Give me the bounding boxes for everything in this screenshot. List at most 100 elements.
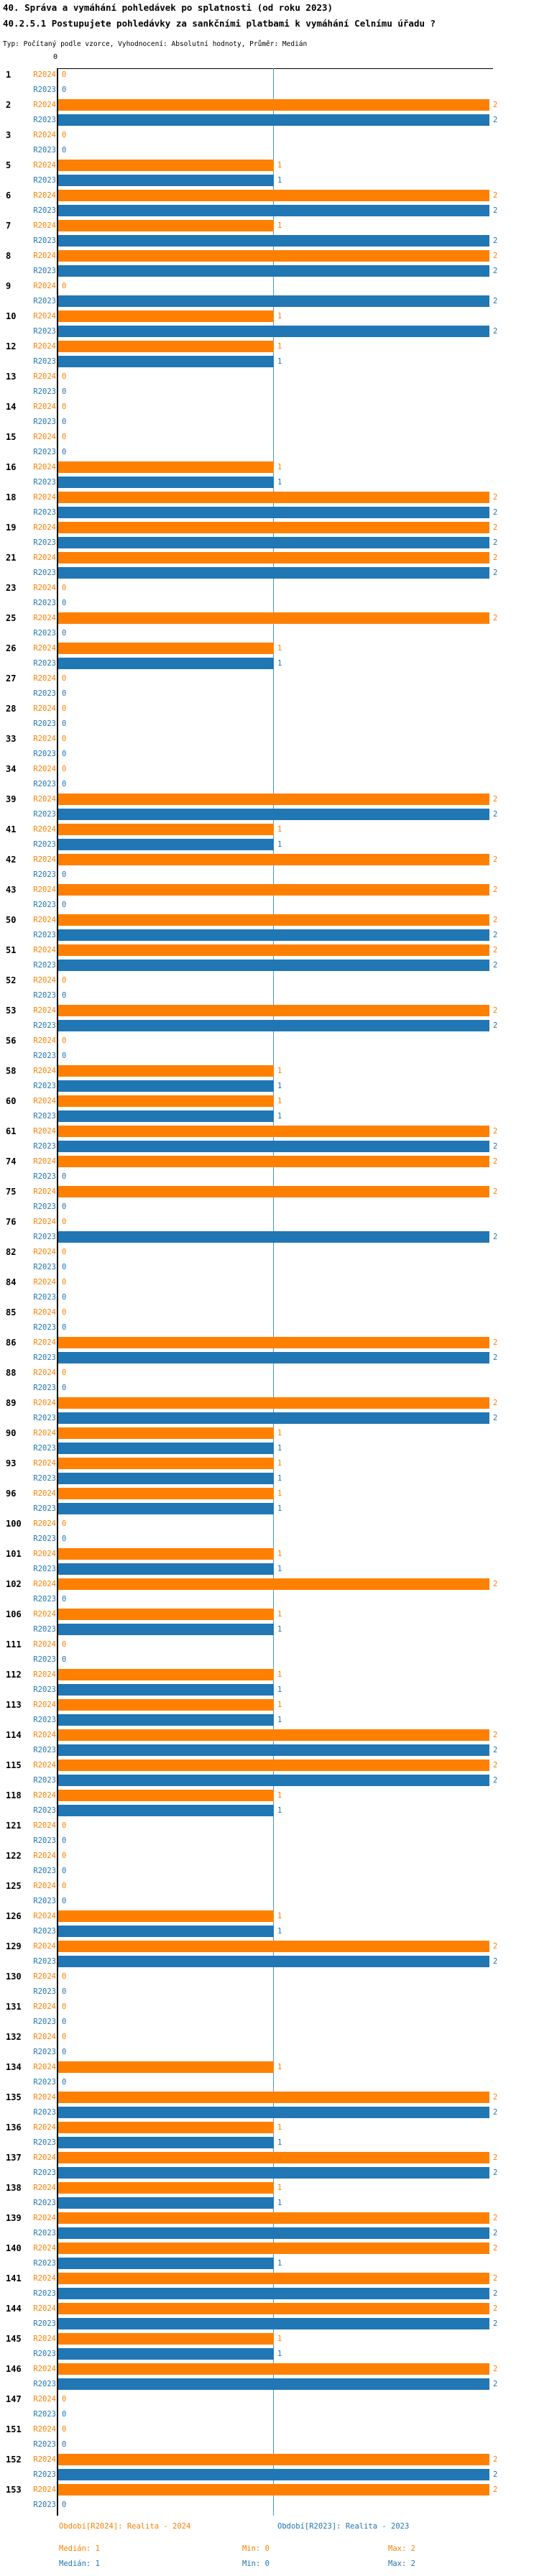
chart-row-14: 14 R2024 0 R2023 0 bbox=[0, 401, 539, 428]
series-label-r2024: R2024 bbox=[33, 2123, 56, 2132]
chart-row-25: 25 R2024 2 R2023 0 bbox=[0, 612, 539, 640]
row-category-label: 3 bbox=[6, 130, 11, 140]
bar-value-r2023: 1 bbox=[277, 1112, 282, 1121]
row-category-label: 34 bbox=[6, 764, 17, 774]
series-label-r2024: R2024 bbox=[33, 1218, 56, 1226]
bar-value-r2023: 0 bbox=[62, 1867, 67, 1875]
chart-row-146: 146 R2024 2 R2023 2 bbox=[0, 2363, 539, 2391]
bar-r2024 bbox=[58, 2152, 489, 2163]
bar-value-r2024: 2 bbox=[493, 886, 498, 894]
bar-value-r2024: 0 bbox=[62, 1519, 67, 1528]
bar-value-r2024: 0 bbox=[62, 372, 67, 381]
bar-value-r2024: 0 bbox=[62, 674, 67, 683]
bar-r2023 bbox=[58, 929, 489, 941]
bar-r2023 bbox=[58, 2258, 274, 2269]
row-category-label: 89 bbox=[6, 1398, 17, 1408]
bar-value-r2023: 0 bbox=[62, 2410, 67, 2419]
bar-value-r2024: 2 bbox=[493, 1338, 498, 1347]
bar-r2023 bbox=[58, 1352, 489, 1363]
row-category-label: 28 bbox=[6, 704, 17, 714]
series-label-r2024: R2024 bbox=[33, 161, 56, 170]
row-category-label: 102 bbox=[6, 1579, 22, 1589]
row-category-label: 132 bbox=[6, 2032, 22, 2042]
row-category-label: 19 bbox=[6, 523, 17, 533]
bar-r2024 bbox=[58, 854, 489, 865]
row-category-label: 15 bbox=[6, 432, 17, 442]
series-label-r2023: R2023 bbox=[33, 1957, 56, 1966]
bar-value-r2024: 0 bbox=[62, 2395, 67, 2404]
stat-r2024-median: Medián: 1 bbox=[59, 2544, 100, 2553]
row-category-label: 90 bbox=[6, 1428, 17, 1438]
series-label-r2024: R2024 bbox=[33, 1761, 56, 1770]
chart-row-7: 7 R2024 1 R2023 2 bbox=[0, 220, 539, 247]
series-label-r2024: R2024 bbox=[33, 1942, 56, 1951]
bar-r2024 bbox=[58, 1910, 274, 1922]
series-label-r2023: R2023 bbox=[33, 1595, 56, 1604]
row-category-label: 10 bbox=[6, 311, 17, 321]
bar-r2024 bbox=[58, 1337, 489, 1348]
series-label-r2024: R2024 bbox=[33, 1278, 56, 1287]
bar-value-r2024: 0 bbox=[62, 1368, 67, 1377]
series-label-r2024: R2024 bbox=[33, 402, 56, 411]
bar-value-r2023: 0 bbox=[62, 1836, 67, 1845]
bar-r2023 bbox=[58, 1624, 274, 1635]
bar-value-r2023: 0 bbox=[62, 1263, 67, 1271]
chart-row-19: 19 R2024 2 R2023 2 bbox=[0, 522, 539, 549]
chart-row-139: 139 R2024 2 R2023 2 bbox=[0, 2212, 539, 2240]
series-label-r2023: R2023 bbox=[33, 1806, 56, 1815]
series-label-r2023: R2023 bbox=[33, 2018, 56, 2026]
row-category-label: 115 bbox=[6, 1760, 22, 1770]
series-label-r2024: R2024 bbox=[33, 2365, 56, 2373]
series-label-r2024: R2024 bbox=[33, 674, 56, 683]
bar-value-r2023: 2 bbox=[493, 116, 498, 124]
bar-value-r2024: 2 bbox=[493, 101, 498, 109]
bar-value-r2023: 1 bbox=[277, 1716, 282, 1724]
chart-row-102: 102 R2024 2 R2023 0 bbox=[0, 1578, 539, 1606]
bar-value-r2024: 2 bbox=[493, 2244, 498, 2253]
bar-r2024 bbox=[58, 1458, 274, 1469]
row-category-label: 43 bbox=[6, 885, 17, 895]
bar-value-r2023: 0 bbox=[62, 719, 67, 728]
bar-value-r2023: 2 bbox=[493, 327, 498, 336]
series-label-r2024: R2024 bbox=[33, 1670, 56, 1679]
bar-value-r2024: 0 bbox=[62, 1972, 67, 1981]
bar-value-r2024: 2 bbox=[493, 2455, 498, 2464]
row-category-label: 137 bbox=[6, 2153, 22, 2163]
series-label-r2024: R2024 bbox=[33, 2063, 56, 2071]
bar-value-r2023: 1 bbox=[277, 1685, 282, 1694]
row-category-label: 96 bbox=[6, 1489, 17, 1499]
row-category-label: 106 bbox=[6, 1609, 22, 1619]
bar-value-r2023: 1 bbox=[277, 1806, 282, 1815]
series-label-r2023: R2023 bbox=[33, 1202, 56, 1211]
bar-value-r2024: 1 bbox=[277, 342, 282, 351]
row-category-label: 39 bbox=[6, 794, 17, 804]
bar-value-r2024: 1 bbox=[277, 463, 282, 472]
bar-value-r2024: 0 bbox=[62, 1821, 67, 1830]
row-category-label: 21 bbox=[6, 553, 17, 563]
bar-value-r2024: 0 bbox=[62, 1852, 67, 1860]
series-label-r2023: R2023 bbox=[33, 599, 56, 607]
bar-value-r2023: 2 bbox=[493, 508, 498, 517]
bar-value-r2023: 0 bbox=[62, 599, 67, 607]
bar-r2023 bbox=[58, 2227, 489, 2239]
bar-value-r2024: 2 bbox=[493, 946, 498, 954]
bar-r2023 bbox=[58, 114, 489, 126]
row-category-label: 111 bbox=[6, 1639, 22, 1650]
bar-value-r2024: 2 bbox=[493, 1187, 498, 1196]
series-label-r2024: R2024 bbox=[33, 584, 56, 592]
chart-row-58: 58 R2024 1 R2023 1 bbox=[0, 1065, 539, 1092]
row-category-label: 126 bbox=[6, 1911, 22, 1921]
chart-row-6: 6 R2024 2 R2023 2 bbox=[0, 190, 539, 217]
row-category-label: 85 bbox=[6, 1307, 17, 1317]
bar-r2024 bbox=[58, 944, 489, 956]
bar-value-r2023: 2 bbox=[493, 2289, 498, 2298]
bar-value-r2024: 1 bbox=[277, 312, 282, 321]
chart-row-134: 134 R2024 1 R2023 0 bbox=[0, 2061, 539, 2089]
chart-row-26: 26 R2024 1 R2023 1 bbox=[0, 643, 539, 670]
chart-row-152: 152 R2024 2 R2023 2 bbox=[0, 2454, 539, 2481]
series-label-r2024: R2024 bbox=[33, 1368, 56, 1377]
series-label-r2023: R2023 bbox=[33, 991, 56, 1000]
chart-row-130: 130 R2024 0 R2023 0 bbox=[0, 1971, 539, 1998]
bar-r2023 bbox=[58, 658, 274, 669]
chart-row-56: 56 R2024 0 R2023 0 bbox=[0, 1035, 539, 1062]
